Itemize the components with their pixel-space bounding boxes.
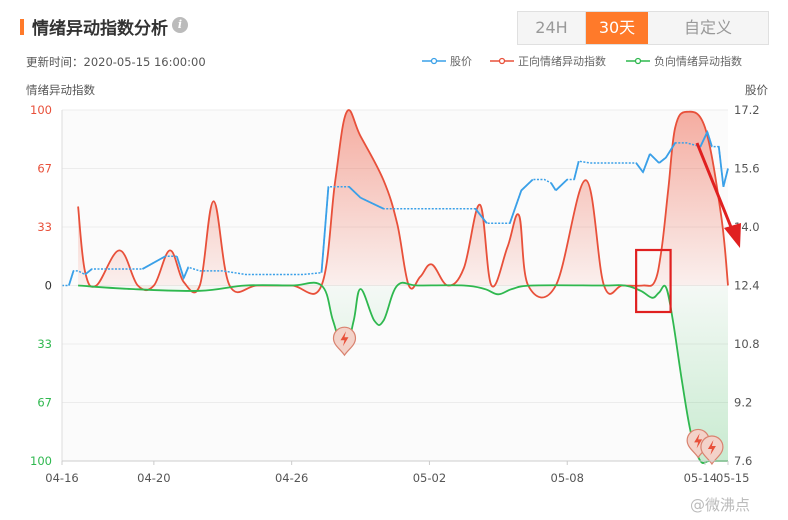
tab-custom[interactable]: 自定义: [648, 12, 768, 44]
y-left-tick-label: 100: [30, 454, 52, 468]
x-tick-label: 05-02: [413, 471, 446, 485]
price-jump: [717, 146, 725, 187]
negative-index-line: [78, 281, 728, 464]
price-jump: [665, 142, 676, 159]
alert-marker-icon: [700, 435, 724, 466]
y-left-tick-label: 0: [45, 279, 52, 293]
price-jump: [182, 266, 190, 279]
price-jump: [508, 190, 523, 224]
price-jump: [84, 268, 93, 276]
y-left-tick-label: 33: [37, 220, 52, 234]
watermark: @微沸点: [690, 496, 751, 514]
y-right-tick-label: 17.2: [734, 103, 760, 117]
price-jump: [706, 131, 713, 147]
price-jump: [320, 186, 330, 273]
price-jump: [649, 153, 660, 164]
price-jump: [555, 178, 568, 192]
y-left-tick-label: 67: [37, 396, 52, 410]
y-axis-right-title: 股价: [745, 83, 768, 97]
lightning-icon: [340, 331, 349, 347]
tab-30d[interactable]: 30天: [586, 12, 648, 44]
legend-item-negative[interactable]: 负向情绪异动指数: [626, 53, 742, 69]
y-right-tick-label: 12.4: [734, 279, 760, 293]
price-jump: [348, 186, 362, 199]
legend-label-negative: 负向情绪异动指数: [654, 55, 742, 68]
y-right-tick-label: 15.6: [734, 162, 760, 176]
y-right-tick-label: 10.8: [734, 337, 760, 351]
title-accent-bar: [20, 19, 24, 35]
red-arrow-head: [724, 223, 741, 248]
series-lines: [62, 109, 729, 464]
price-jump: [175, 255, 185, 279]
price-jump: [573, 160, 580, 180]
positive-index-line: [77, 109, 729, 299]
legend-line-price-icon: [422, 57, 446, 65]
updated-time: 更新时间：2020-05-15 16:00:00: [26, 55, 206, 69]
price-jump: [642, 153, 651, 173]
y-left-tick-label: 100: [30, 103, 52, 117]
price-jump: [699, 131, 709, 147]
y-left-tick-label: 67: [37, 162, 52, 176]
highlight-box: [635, 248, 672, 314]
y-left-tick-label: 33: [37, 337, 52, 351]
price-jump: [520, 178, 534, 192]
y-right-tick-label: 7.6: [734, 454, 752, 468]
legend-label-price: 股价: [450, 55, 472, 68]
x-tick-label: 05-14: [684, 471, 717, 485]
time-range-tabs: 24H 30天 自定义: [517, 11, 769, 45]
price-jump: [658, 156, 667, 164]
legend-item-price[interactable]: 股价: [422, 53, 472, 69]
annotations: [635, 142, 741, 314]
price-jump: [360, 196, 384, 210]
red-arrow-shaft: [695, 142, 735, 233]
alert-markers: [332, 326, 724, 466]
price-line: [62, 129, 729, 287]
price-jump: [722, 168, 729, 188]
y-right-tick-label: 9.2: [734, 396, 752, 410]
y-axis-left-title: 情绪异动指数: [26, 83, 95, 97]
lightning-icon: [694, 433, 703, 449]
x-tick-label: 04-16: [45, 471, 78, 485]
lightning-icon: [707, 440, 716, 455]
price-jump: [474, 208, 488, 224]
price-jump: [635, 162, 644, 173]
x-tick-label: 05-15: [716, 471, 749, 485]
price-jump: [68, 270, 75, 286]
legend-line-negative-icon: [626, 57, 650, 65]
price-jump: [550, 182, 557, 191]
legend-item-positive[interactable]: 正向情绪异动指数: [490, 53, 606, 69]
page-title: 情绪异动指数分析: [32, 19, 168, 39]
legend-label-positive: 正向情绪异动指数: [518, 55, 606, 68]
alert-marker-icon: [332, 326, 357, 357]
price-jump: [141, 255, 166, 270]
x-tick-label: 04-20: [137, 471, 170, 485]
tab-24h[interactable]: 24H: [518, 12, 586, 44]
x-tick-label: 05-08: [551, 471, 584, 485]
legend-line-positive-icon: [490, 57, 514, 65]
x-tick-label: 04-26: [275, 471, 308, 485]
info-icon[interactable]: i: [172, 17, 188, 33]
